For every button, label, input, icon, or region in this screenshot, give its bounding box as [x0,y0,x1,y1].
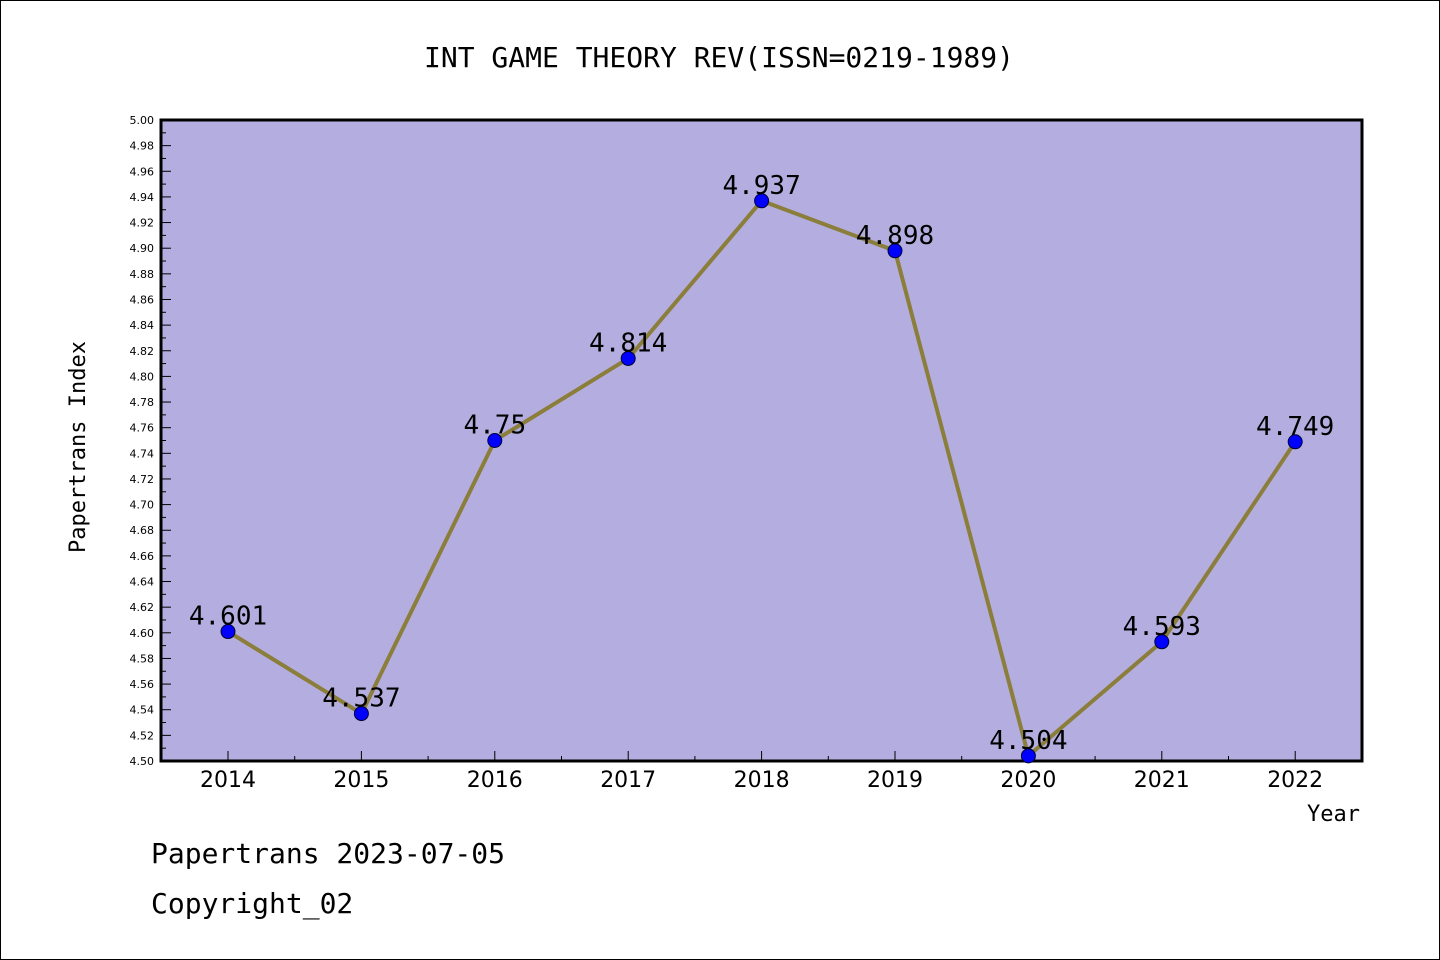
y-tick-label: 4.88 [130,268,155,281]
data-point-marker [220,624,236,640]
y-tick-label: 4.58 [130,652,155,665]
x-tick-label: 2020 [1000,768,1056,793]
data-point-marker [1154,634,1170,650]
x-tick-label: 2014 [200,768,256,793]
y-tick-label: 4.80 [130,370,155,383]
chart-title: INT GAME THEORY REV(ISSN=0219-1989) [424,41,1014,74]
y-tick-label: 4.96 [130,165,155,178]
y-tick-label: 4.76 [130,422,155,435]
y-tick-label: 4.64 [130,576,155,589]
y-tick-label: 4.72 [130,473,155,486]
y-tick-label: 4.92 [130,217,155,230]
data-label: 4.898 [856,221,934,251]
data-point-marker [1287,434,1303,450]
y-tick-label: 4.82 [130,345,155,358]
y-tick-label: 4.50 [130,755,155,768]
data-point-marker [620,350,636,366]
footer-date: Papertrans 2023-07-05 [151,837,506,870]
series-markers [220,193,1303,764]
data-label: 4.537 [322,684,400,714]
data-point-marker [887,243,903,259]
y-tick-label: 4.74 [130,447,155,460]
x-tick-label: 2018 [734,768,790,793]
y-tick-label: 4.52 [130,729,155,742]
y-tick-label: 4.94 [130,191,155,204]
y-tick-label: 4.78 [130,396,155,409]
data-point-marker [353,706,369,722]
data-label: 4.814 [589,328,667,358]
data-labels: 4.601 4.537 4.75 4.814 4.937 4.898 4.504 4.593 4… [189,171,1334,756]
data-point-marker [487,433,503,448]
x-tick-label: 2015 [333,768,389,793]
data-label: 4.504 [989,726,1067,756]
data-point-marker [754,193,770,209]
y-tick-label: 4.84 [130,319,155,332]
x-tick-label: 2017 [600,768,656,793]
y-tick-label: 4.86 [130,293,155,306]
y-tick-label: 4.60 [130,627,155,640]
y-axis: 4.50 4.52 4.54 4.56 4.58 4.60 4.62 4.64 4.66 4.68… [130,114,171,768]
y-tick-label: 4.56 [130,678,155,691]
y-tick-label: 4.68 [130,524,155,537]
y-tick-label: 5.00 [130,114,155,127]
y-tick-label: 4.66 [130,550,155,563]
x-tick-label: 2016 [467,768,523,793]
x-tick-label: 2019 [867,768,923,793]
y-tick-label: 4.98 [130,140,155,153]
data-label: 4.601 [189,602,267,632]
data-point-marker [1020,748,1036,764]
x-tick-label: 2021 [1134,768,1190,793]
y-tick-label: 4.54 [130,704,155,717]
data-label: 4.75 [463,411,526,441]
data-label: 4.749 [1256,412,1334,442]
x-axis: 2014 2015 2016 2017 2018 2019 2020 2021 2022 [200,751,1323,793]
y-tick-label: 4.70 [130,499,155,512]
data-label: 4.937 [722,171,800,201]
y-tick-label: 4.62 [130,601,155,614]
footer-copyright: Copyright_02 [151,887,354,920]
data-label: 4.593 [1123,612,1201,642]
x-axis-title: Year [1307,802,1360,827]
plot-area [159,118,1364,763]
x-tick-label: 2022 [1267,768,1323,793]
y-tick-label: 4.90 [130,242,155,255]
y-axis-title: Papertrans Index [66,341,91,553]
